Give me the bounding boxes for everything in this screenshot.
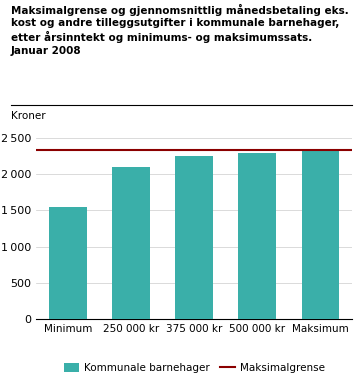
Bar — [238, 153, 276, 319]
Text: Kroner: Kroner — [11, 111, 45, 121]
Bar — [112, 167, 150, 319]
Text: Maksimalgrense og gjennomsnittlig månedsbetaling eks.
kost og andre tilleggsutgi: Maksimalgrense og gjennomsnittlig måneds… — [11, 4, 348, 56]
Bar — [302, 151, 339, 319]
Legend: Kommunale barnehager, Maksimalgrense: Kommunale barnehager, Maksimalgrense — [60, 359, 329, 375]
Bar — [49, 207, 87, 319]
Bar — [175, 156, 213, 319]
